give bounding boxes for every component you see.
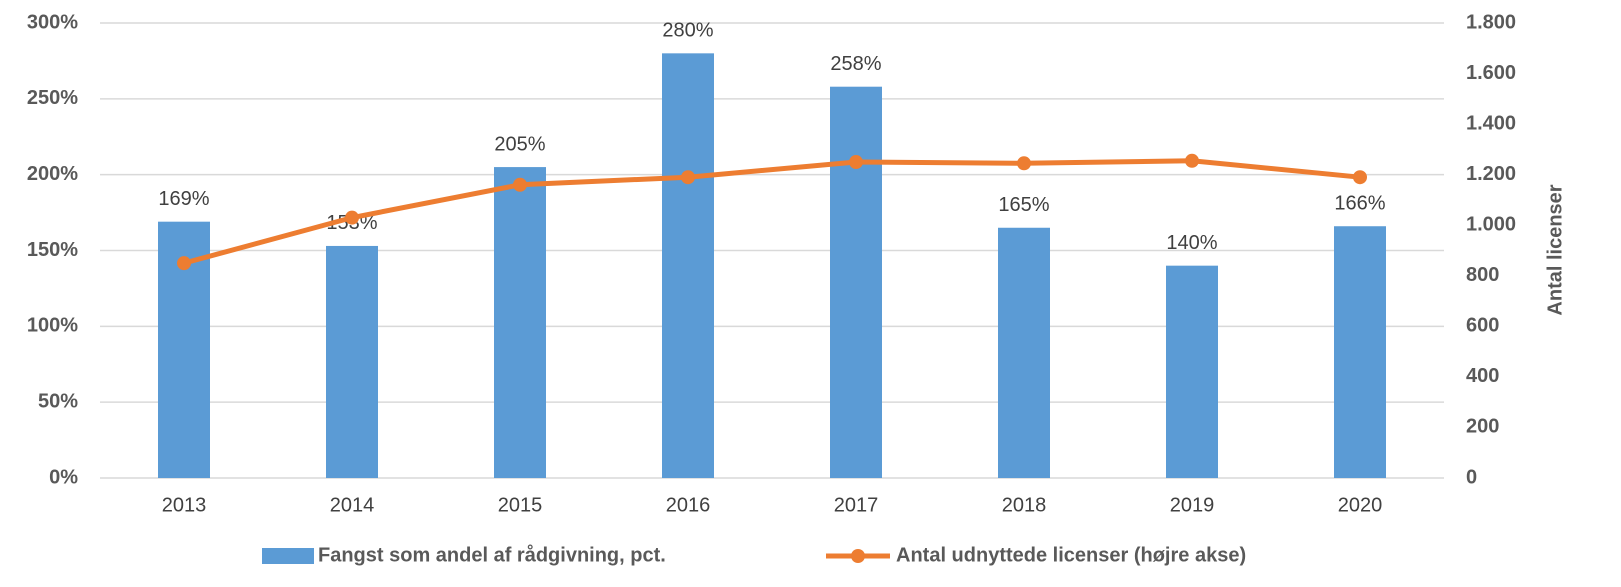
line-marker	[1353, 170, 1367, 185]
y-tick-label: 200%	[27, 163, 78, 185]
legend-swatch	[262, 548, 314, 564]
legend-label: Fangst som andel af rådgivning, pct.	[318, 543, 666, 566]
bar	[494, 167, 546, 479]
line-marker	[1185, 153, 1199, 168]
y-tick-label: 250%	[27, 87, 78, 109]
x-tick-label: 2014	[330, 494, 375, 516]
data-label: 280%	[662, 20, 713, 42]
bar	[998, 227, 1050, 478]
x-tick-label: 2020	[1338, 494, 1383, 516]
legend-swatch	[851, 549, 865, 563]
bar	[1334, 226, 1386, 478]
x-tick-label: 2018	[1002, 494, 1047, 516]
legend-label: Antal udnyttede licenser (højre akse)	[896, 544, 1246, 566]
y2-tick-label: 1.200	[1466, 163, 1516, 185]
y2-tick-label: 1.000	[1466, 214, 1516, 236]
line	[183, 158, 1361, 266]
line-marker	[681, 170, 695, 185]
y2-tick-label: 400	[1466, 365, 1499, 387]
data-label: 205%	[494, 133, 545, 155]
bar	[662, 53, 714, 478]
bar	[1166, 265, 1218, 478]
y2-tick-label: 200	[1466, 416, 1499, 438]
bar	[830, 86, 882, 478]
x-tick-label: 2016	[666, 494, 711, 516]
bar	[326, 245, 378, 478]
data-label: 165%	[998, 194, 1049, 216]
y-tick-label: 0%	[49, 466, 78, 488]
line-marker	[1017, 156, 1031, 171]
line-marker	[177, 256, 191, 271]
line-marker	[849, 155, 863, 170]
y-tick-label: 100%	[27, 315, 78, 337]
data-label: 169%	[158, 188, 209, 210]
data-label: 140%	[1166, 232, 1217, 254]
y-tick-label: 50%	[38, 390, 78, 412]
x-tick-label: 2017	[834, 494, 879, 516]
y2-tick-label: 1.400	[1466, 112, 1516, 134]
line-marker	[345, 210, 359, 225]
x-tick-label: 2019	[1170, 494, 1215, 516]
y-tick-label: 300%	[27, 11, 78, 33]
y2-axis-title: Antal licenser	[1544, 184, 1566, 315]
y2-tick-label: 1.600	[1466, 62, 1516, 84]
y2-tick-label: 800	[1466, 264, 1499, 286]
x-tick-label: 2013	[162, 494, 207, 516]
y2-tick-label: 600	[1466, 315, 1499, 337]
line-marker	[513, 177, 527, 192]
data-label: 258%	[830, 53, 881, 75]
y2-tick-label: 1.800	[1466, 11, 1516, 33]
y2-tick-label: 0	[1466, 466, 1477, 488]
x-tick-label: 2015	[498, 494, 543, 516]
data-label: 166%	[1334, 193, 1385, 215]
y-tick-label: 150%	[27, 239, 78, 261]
